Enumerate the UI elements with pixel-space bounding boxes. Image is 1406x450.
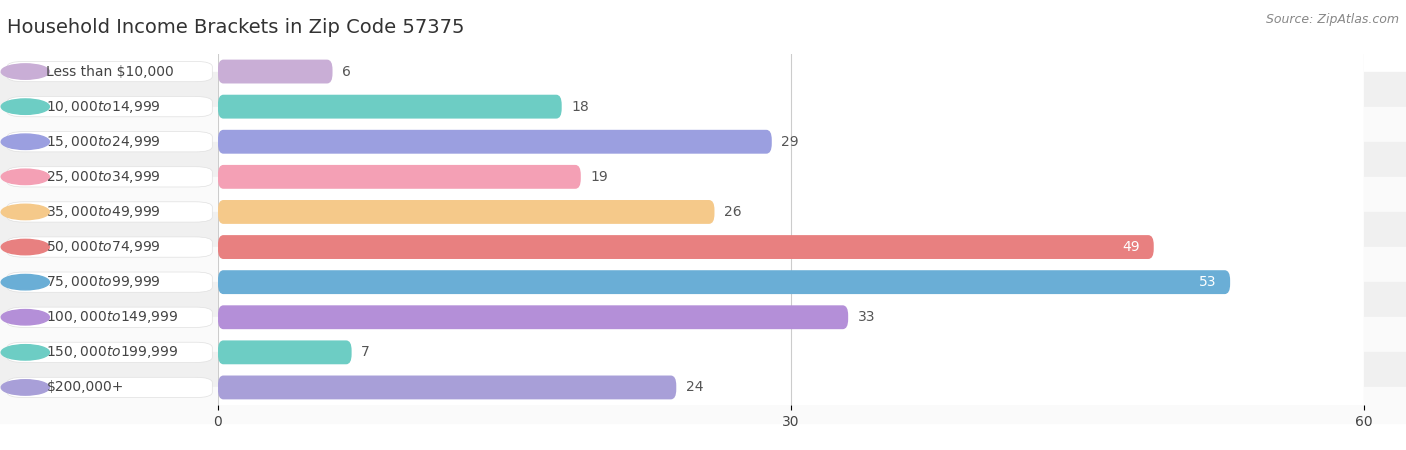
FancyBboxPatch shape bbox=[218, 270, 1230, 294]
FancyBboxPatch shape bbox=[218, 305, 848, 329]
Text: $50,000 to $74,999: $50,000 to $74,999 bbox=[46, 239, 162, 255]
Text: $25,000 to $34,999: $25,000 to $34,999 bbox=[46, 169, 162, 185]
FancyBboxPatch shape bbox=[218, 200, 714, 224]
FancyBboxPatch shape bbox=[218, 165, 581, 189]
Text: $150,000 to $199,999: $150,000 to $199,999 bbox=[46, 344, 179, 360]
Text: 6: 6 bbox=[342, 64, 352, 79]
FancyBboxPatch shape bbox=[218, 375, 676, 400]
FancyBboxPatch shape bbox=[218, 130, 772, 154]
Text: Source: ZipAtlas.com: Source: ZipAtlas.com bbox=[1265, 14, 1399, 27]
Text: $15,000 to $24,999: $15,000 to $24,999 bbox=[46, 134, 162, 150]
Text: 53: 53 bbox=[1199, 275, 1216, 289]
Text: 49: 49 bbox=[1123, 240, 1140, 254]
Text: 24: 24 bbox=[686, 380, 703, 395]
FancyBboxPatch shape bbox=[218, 340, 352, 364]
Text: $75,000 to $99,999: $75,000 to $99,999 bbox=[46, 274, 162, 290]
Text: $35,000 to $49,999: $35,000 to $49,999 bbox=[46, 204, 162, 220]
Text: $200,000+: $200,000+ bbox=[46, 380, 124, 395]
Text: 33: 33 bbox=[858, 310, 875, 324]
FancyBboxPatch shape bbox=[218, 235, 1154, 259]
Text: 19: 19 bbox=[591, 170, 607, 184]
Text: 26: 26 bbox=[724, 205, 741, 219]
FancyBboxPatch shape bbox=[218, 59, 333, 84]
Text: Less than $10,000: Less than $10,000 bbox=[46, 64, 174, 79]
Text: 18: 18 bbox=[571, 99, 589, 114]
Text: $10,000 to $14,999: $10,000 to $14,999 bbox=[46, 99, 162, 115]
Text: 7: 7 bbox=[361, 345, 370, 360]
Text: 29: 29 bbox=[782, 135, 799, 149]
FancyBboxPatch shape bbox=[218, 94, 561, 119]
Text: Household Income Brackets in Zip Code 57375: Household Income Brackets in Zip Code 57… bbox=[7, 18, 464, 37]
Text: $100,000 to $149,999: $100,000 to $149,999 bbox=[46, 309, 179, 325]
